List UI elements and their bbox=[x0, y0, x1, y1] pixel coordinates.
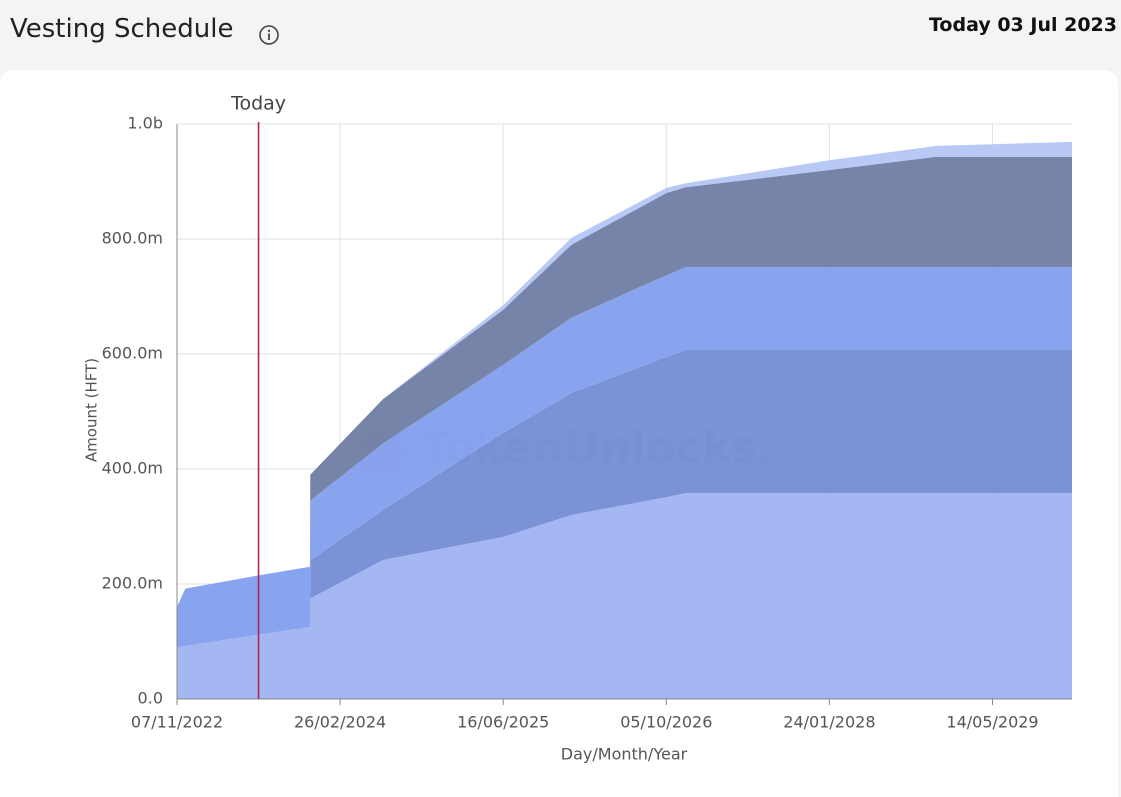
info-icon[interactable] bbox=[258, 24, 280, 46]
area-series bbox=[177, 156, 1072, 607]
x-axis-label: Day/Month/Year bbox=[561, 745, 688, 764]
y-tick-label: 400.0m bbox=[102, 459, 163, 478]
today-label: Today bbox=[230, 93, 286, 115]
x-tick-label: 07/11/2022 bbox=[131, 713, 223, 732]
x-tick-label: 26/02/2024 bbox=[294, 713, 386, 732]
x-tick-label: 05/10/2026 bbox=[620, 713, 712, 732]
area-series bbox=[177, 493, 1072, 699]
y-tick-label: 1.0b bbox=[127, 114, 163, 133]
x-tick-label: 16/06/2025 bbox=[457, 713, 549, 732]
y-tick-label: 800.0m bbox=[102, 229, 163, 248]
today-date: Today 03 Jul 2023 bbox=[929, 14, 1117, 36]
page-title: Vesting Schedule bbox=[10, 14, 234, 44]
y-tick-label: 600.0m bbox=[102, 344, 163, 363]
x-tick-label: 14/05/2029 bbox=[946, 713, 1038, 732]
x-tick-label: 24/01/2028 bbox=[783, 713, 875, 732]
y-tick-label: 0.0 bbox=[138, 689, 163, 708]
y-tick-label: 200.0m bbox=[102, 574, 163, 593]
y-axis-label: Amount (HFT) bbox=[83, 358, 101, 462]
area-series bbox=[177, 349, 1072, 648]
area-series bbox=[177, 267, 1072, 648]
